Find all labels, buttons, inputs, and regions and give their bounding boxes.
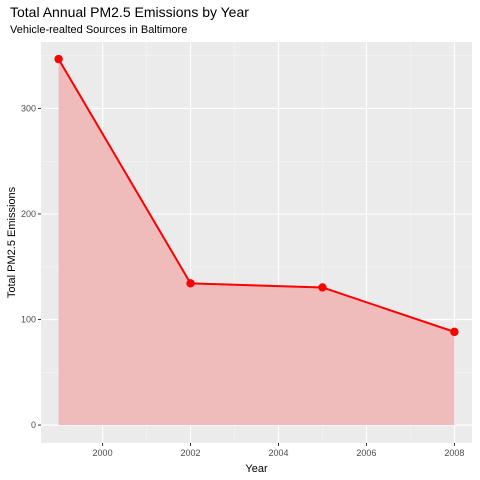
data-point-2002 xyxy=(186,279,195,288)
y-tick-label-200: 200 xyxy=(21,209,36,219)
x-tick-label-2000: 2000 xyxy=(93,448,113,458)
data-point-2005 xyxy=(318,283,327,292)
series-layer xyxy=(54,54,459,426)
x-tick-label-2008: 2008 xyxy=(444,448,464,458)
y-tick-label-0: 0 xyxy=(31,420,36,430)
y-tick-label-300: 300 xyxy=(21,103,36,113)
x-tick-label-2006: 2006 xyxy=(356,448,376,458)
y-tick-label-100: 100 xyxy=(21,315,36,325)
x-tick-label-2002: 2002 xyxy=(181,448,201,458)
data-point-1999 xyxy=(54,54,63,64)
x-tick-label-2004: 2004 xyxy=(268,448,288,458)
x-axis-title: Year xyxy=(245,463,268,475)
series-line xyxy=(57,58,455,333)
area-fill xyxy=(58,59,455,426)
axes: 2000 2002 2004 2006 2008 0 100 200 300 xyxy=(21,103,464,458)
chart-subtitle: Vehicle-realted Sources in Baltimore xyxy=(10,24,188,36)
data-point-2008 xyxy=(450,327,459,337)
y-axis-title: Total PM2.5 Emissions xyxy=(6,186,18,298)
chart-title: Total Annual PM2.5 Emissions by Year xyxy=(10,4,249,20)
